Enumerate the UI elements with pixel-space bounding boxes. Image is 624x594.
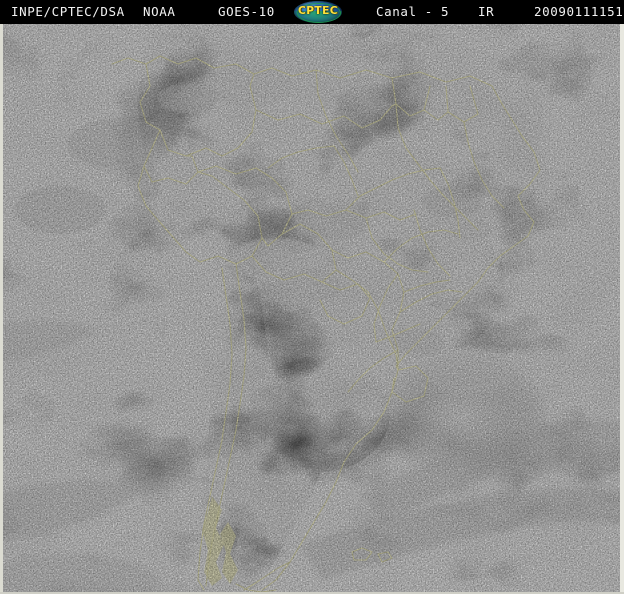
institute-label: INPE/CPTEC/DSA xyxy=(11,4,125,19)
logo-label: CPTEC xyxy=(298,5,338,17)
frame-left-edge xyxy=(0,24,3,594)
satellite-image-canvas xyxy=(0,24,624,594)
sensor-noise-overlay xyxy=(0,24,624,594)
band-label: IR xyxy=(478,4,495,19)
cptec-logo-icon: CPTEC xyxy=(294,1,342,23)
logo-ring xyxy=(297,3,341,23)
timestamp-label: 200901111515 xyxy=(534,4,624,19)
image-header-bar: INPE/CPTEC/DSA NOAA GOES-10 CPTEC Canal … xyxy=(0,0,624,24)
frame-bottom-edge xyxy=(0,592,624,594)
frame-right-edge xyxy=(620,24,624,594)
agency-label: NOAA xyxy=(143,4,176,19)
infrared-brightness-map xyxy=(0,24,624,594)
satellite-label: GOES-10 xyxy=(218,4,275,19)
channel-label: Canal - 5 xyxy=(376,4,450,19)
